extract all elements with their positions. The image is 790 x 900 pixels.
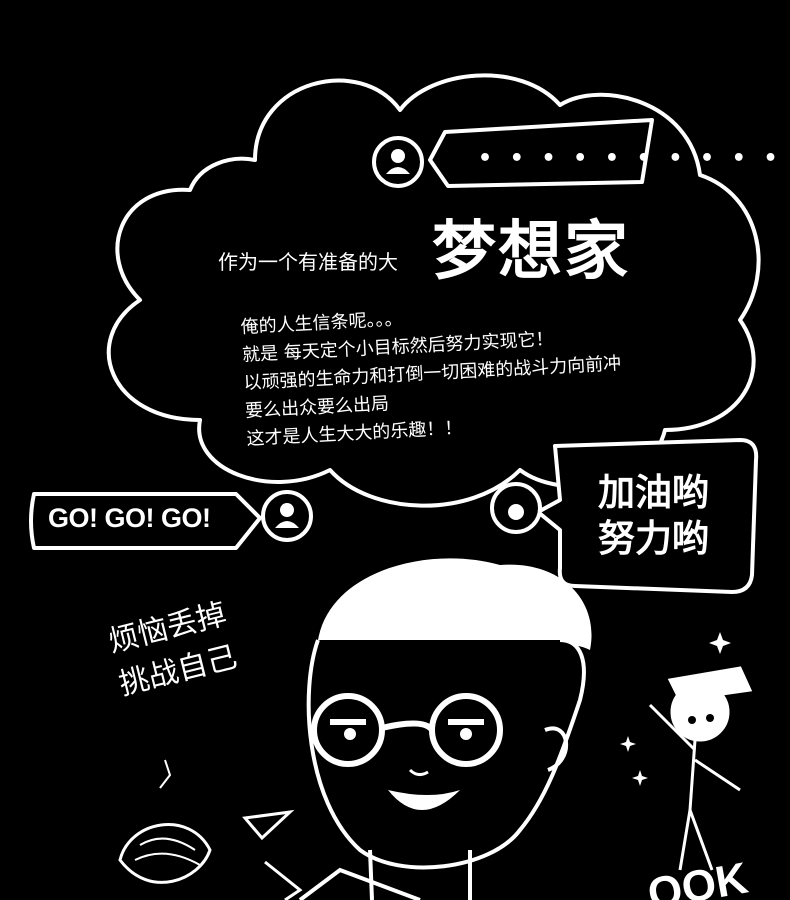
cheer-line: 加油哟 <box>598 471 709 514</box>
credo-text: 俺的人生信条呢。。。 就是 每天定个小目标然后努力实现它！ 以顽强的生命力和打倒… <box>240 294 625 454</box>
boy-face <box>306 638 586 870</box>
dots-text: • • • • • • • • • • • <box>478 146 790 171</box>
go-badge: GO! GO! GO! <box>48 503 211 533</box>
boy-mouth <box>388 790 460 810</box>
go-bubble <box>29 492 262 550</box>
dancer-figure <box>648 666 753 871</box>
cheer-bubble <box>536 438 759 594</box>
lead-text: 作为一个有准备的大 <box>218 250 398 274</box>
paper-plane <box>242 809 295 841</box>
cheer-line: 努力哟 <box>598 517 709 560</box>
gramophone <box>118 823 212 884</box>
dots-bubble <box>428 118 654 188</box>
cheer-text: 加油哟 努力哟 <box>598 470 709 562</box>
svg-text:OOK: OOK <box>644 853 751 900</box>
page-title: 梦想家 <box>432 215 630 289</box>
boy-hair <box>318 558 592 655</box>
sparkle-icon <box>709 632 731 654</box>
